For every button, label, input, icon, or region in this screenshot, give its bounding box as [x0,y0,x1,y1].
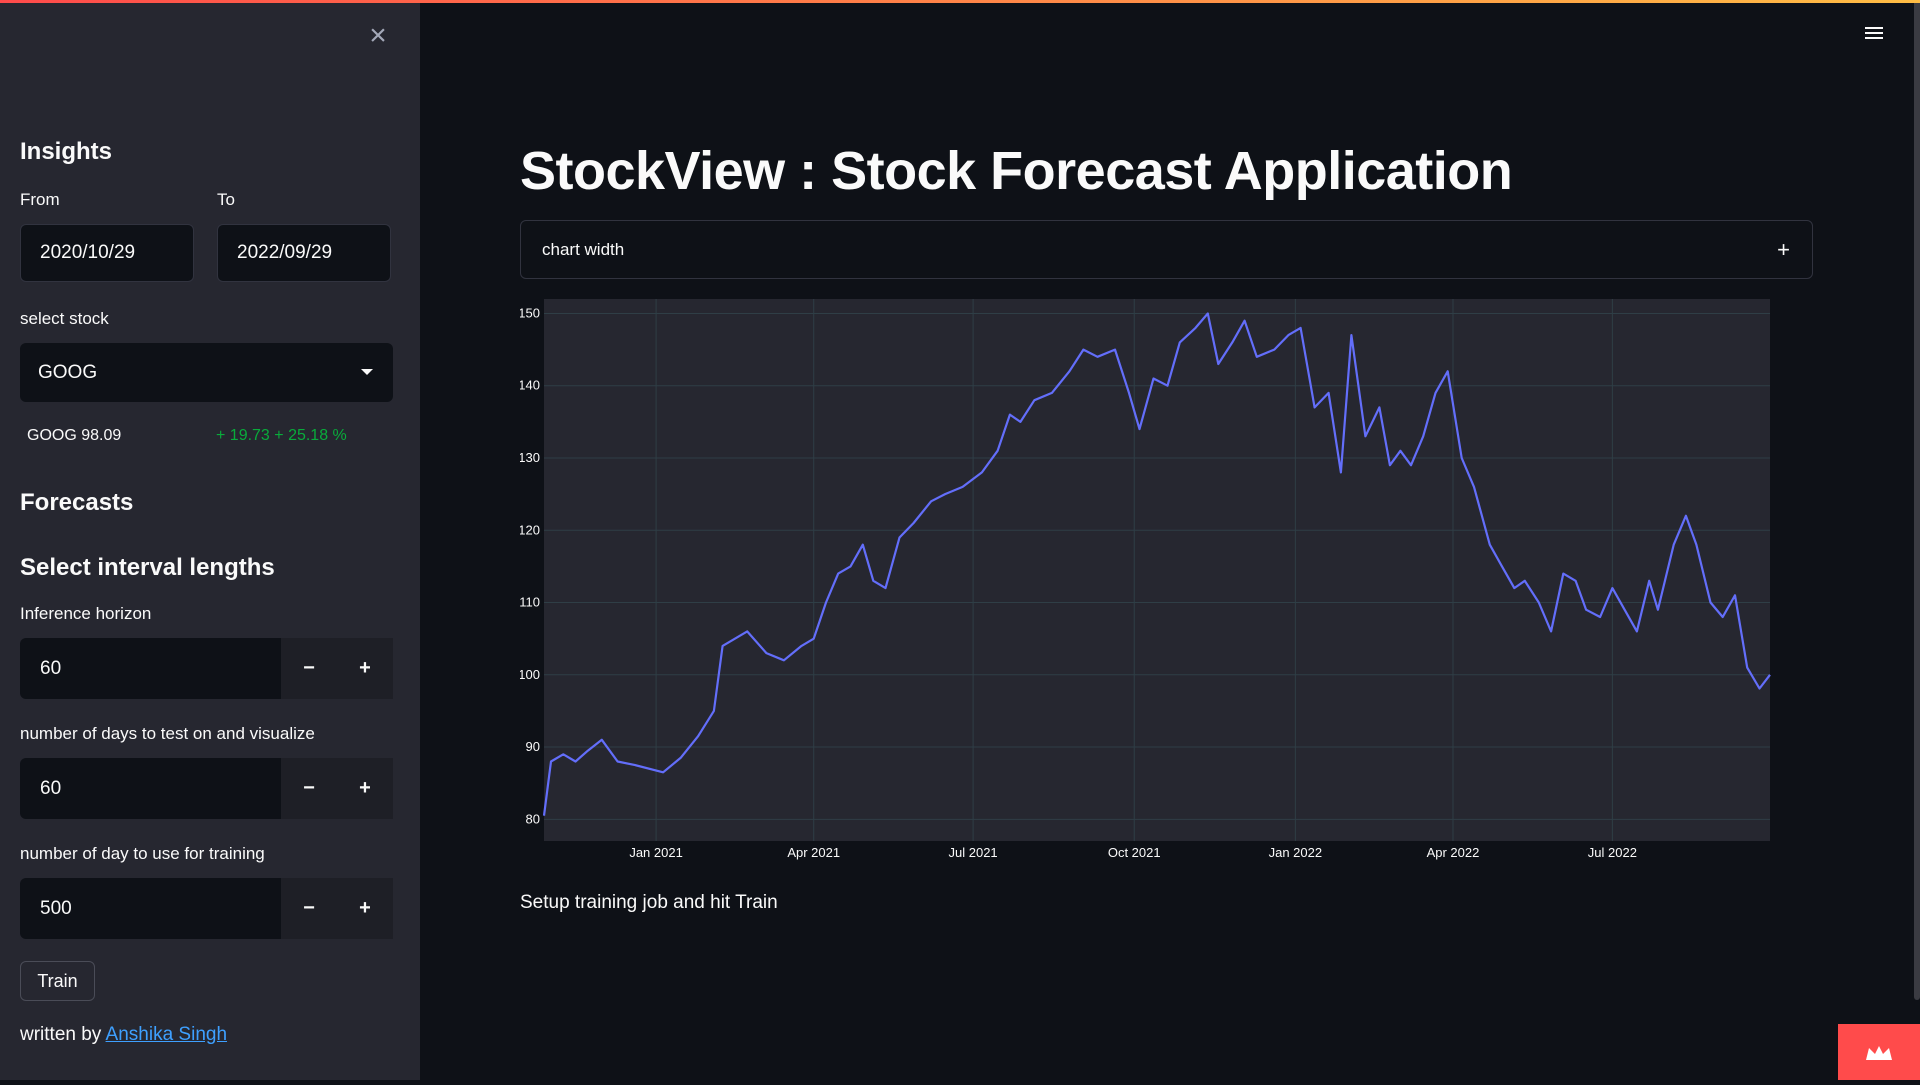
plot-background [544,299,1770,841]
test-days-increment-button[interactable]: + [337,758,393,819]
y-tick-label: 150 [520,305,540,320]
close-sidebar-icon[interactable]: × [369,19,387,52]
y-tick-label: 110 [520,595,540,610]
scrollbar[interactable] [1914,0,1920,1000]
x-tick-label: Jul 2021 [949,845,998,860]
author-link[interactable]: Anshika Singh [105,1024,228,1045]
training-days-value[interactable]: 500 [40,898,72,919]
y-tick-label: 140 [520,378,540,393]
x-tick-label: Jul 2022 [1588,845,1637,860]
training-days-increment-button[interactable]: + [337,878,393,939]
insights-heading: Insights [20,138,113,165]
y-tick-label: 130 [520,450,540,465]
stock-select[interactable]: GOOG [20,343,393,402]
metric-delta: + 19.73 + 25.18 % [216,427,347,444]
y-tick-label: 100 [520,667,540,682]
test-days-label: number of days to test on and visualize [20,724,315,743]
stock-price-chart[interactable]: 80 90 100 110 120 130 140 150 Jan 2021 Apr 2021 Ju… [520,295,1820,865]
x-tick-label: Apr 2021 [787,845,840,860]
hamburger-menu-icon[interactable] [1862,24,1886,48]
y-tick-label: 80 [526,811,540,826]
x-tick-label: Jan 2022 [1269,845,1323,860]
price-series-line[interactable] [542,312,1771,816]
inference-horizon-value[interactable]: 60 [40,658,62,679]
top-accent-bar [0,0,1920,3]
training-days-input[interactable]: 500 − + [20,878,393,939]
chart-width-expander[interactable]: chart width + [520,220,1813,279]
page-title: StockView : Stock Forecast Application [520,141,1513,201]
test-days-decrement-button[interactable]: − [281,758,337,819]
select-stock-label: select stock [20,309,109,328]
sidebar: × Insights From To 2020/10/29 2022/09/29… [0,0,420,1080]
chevron-down-icon [361,369,373,375]
forecasts-heading: Forecasts [20,489,134,516]
expander-label: chart width [542,240,625,259]
inference-decrement-button[interactable]: − [281,638,337,699]
from-date-input[interactable]: 2020/10/29 [20,224,194,282]
training-days-label: number of day to use for training [20,844,265,863]
y-tick-label: 120 [520,522,540,537]
status-message: Setup training job and hit Train [520,892,778,913]
x-tick-label: Oct 2021 [1108,845,1161,860]
to-label: To [217,190,235,209]
y-tick-label: 90 [526,739,540,754]
test-days-value[interactable]: 60 [40,778,62,799]
deploy-button[interactable] [1838,1024,1920,1080]
plus-icon[interactable]: + [1777,237,1790,262]
metric-value: GOOG 98.09 [27,427,122,444]
test-days-input[interactable]: 60 − + [20,758,393,819]
train-button[interactable]: Train [20,961,95,1001]
footer-credit: written by Anshika Singh [20,1024,227,1046]
interval-heading: Select interval lengths [20,554,275,581]
inference-horizon-input[interactable]: 60 − + [20,638,393,699]
crown-icon [1866,1046,1892,1060]
training-days-decrement-button[interactable]: − [281,878,337,939]
x-tick-label: Jan 2021 [629,845,683,860]
from-label: From [20,190,60,209]
to-date-input[interactable]: 2022/09/29 [217,224,391,282]
x-tick-label: Apr 2022 [1427,845,1480,860]
footer-prefix: written by [20,1024,106,1045]
inference-increment-button[interactable]: + [337,638,393,699]
inference-horizon-label: Inference horizon [20,604,152,623]
stock-select-value: GOOG [38,362,98,383]
